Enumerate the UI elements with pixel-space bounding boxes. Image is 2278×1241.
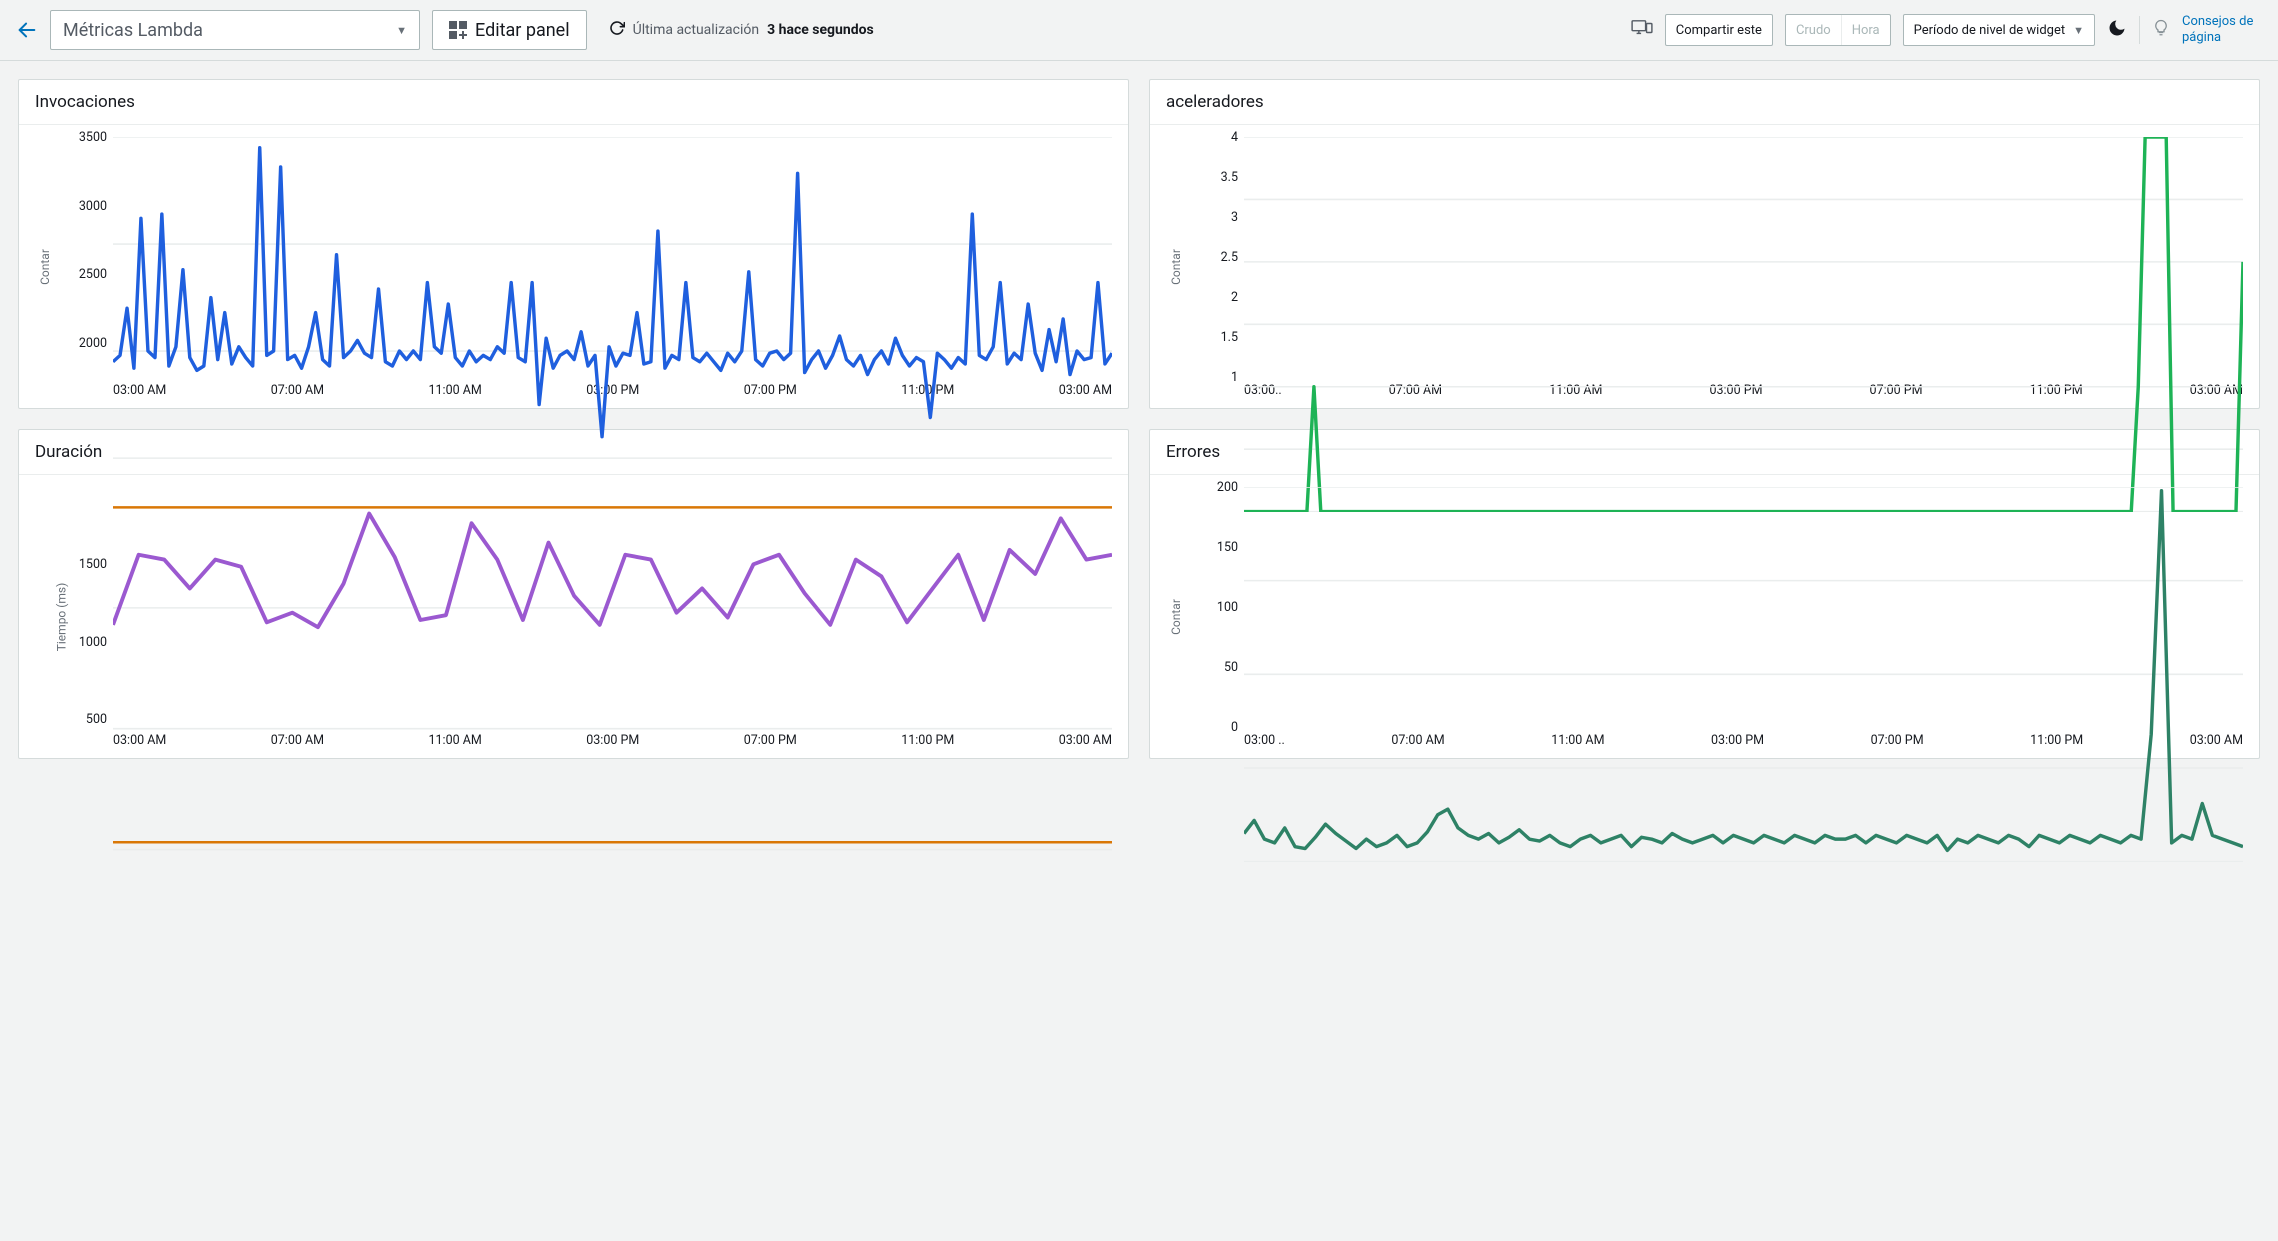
seg-raw[interactable]: Crudo	[1786, 15, 1842, 45]
y-ticks: 3500300025002000	[69, 137, 113, 377]
chart-svg	[113, 137, 1112, 512]
y-axis-label: Contar	[38, 249, 52, 285]
card-title: aceleradores	[1150, 80, 2259, 125]
devices-icon[interactable]	[1631, 19, 1653, 42]
refresh-status: Última actualización 3 hace segundos	[609, 20, 874, 40]
chevron-down-icon: ▼	[396, 24, 407, 37]
refresh-time: 3 hace segundos	[767, 22, 874, 38]
chart-body: Contar 200150100500 03:00 ..07:00 AM11:0…	[1150, 475, 2259, 758]
period-label: Período de nivel de widget	[1914, 23, 2065, 38]
y-axis-label: Tiempo (ms)	[54, 582, 68, 651]
dark-mode-toggle[interactable]	[2107, 18, 2127, 43]
edit-panel-button[interactable]: Editar panel	[432, 10, 587, 50]
errors-card: Errores Contar 200150100500 03:00 ..07:0…	[1149, 429, 2260, 759]
chart-svg	[1244, 487, 2243, 862]
y-ticks: 200150100500	[1200, 487, 1244, 727]
dashboard-selector[interactable]: Métricas Lambda ▼	[50, 10, 420, 50]
bulb-icon	[2152, 19, 2170, 41]
y-axis-label: Contar	[1169, 249, 1183, 285]
seg-time[interactable]: Hora	[1842, 15, 1890, 45]
share-label: Compartir este	[1676, 23, 1762, 38]
duration-card: Duración Tiempo (ms) 15001000500 03:00 A…	[18, 429, 1129, 759]
edit-panel-label: Editar panel	[475, 20, 570, 41]
dashboard-name: Métricas Lambda	[63, 20, 203, 41]
charts-grid: Invocaciones Contar 3500300025002000 03:…	[0, 61, 2278, 777]
refresh-prefix: Última actualización	[633, 22, 760, 38]
card-title: Invocaciones	[19, 80, 1128, 125]
chart-svg	[1244, 137, 2243, 512]
y-ticks: 15001000500	[69, 487, 113, 727]
panel-add-icon	[449, 21, 467, 39]
y-ticks: 43.532.521.51	[1200, 137, 1244, 377]
chart-body: Tiempo (ms) 15001000500 03:00 AM07:00 AM…	[19, 475, 1128, 758]
page-tips-link[interactable]: Consejos de página	[2182, 14, 2262, 45]
y-axis-label: Contar	[1169, 599, 1183, 635]
throttles-card: aceleradores Contar 43.532.521.51 03:00.…	[1149, 79, 2260, 409]
chart-body: Contar 43.532.521.51 03:00..07:00 AM11:0…	[1150, 125, 2259, 408]
chevron-down-icon: ▼	[2073, 24, 2084, 37]
chart-body: Contar 3500300025002000 03:00 AM07:00 AM…	[19, 125, 1128, 408]
dashboard-toolbar: Métricas Lambda ▼ Editar panel Última ac…	[0, 0, 2278, 61]
chart-svg	[113, 487, 1112, 862]
invocations-card: Invocaciones Contar 3500300025002000 03:…	[18, 79, 1129, 409]
toolbar-right: Compartir este Crudo Hora Período de niv…	[1631, 14, 2262, 46]
view-mode-segment: Crudo Hora	[1785, 14, 1891, 46]
share-button[interactable]: Compartir este	[1665, 14, 1773, 46]
refresh-button[interactable]	[609, 20, 625, 40]
back-button[interactable]	[16, 19, 38, 41]
period-selector[interactable]: Período de nivel de widget ▼	[1903, 14, 2095, 46]
